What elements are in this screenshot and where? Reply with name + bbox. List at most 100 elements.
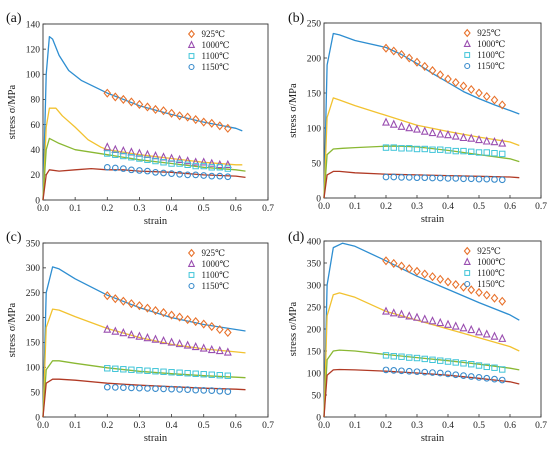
data-point-triangle: [420, 314, 429, 323]
data-point-circle: [176, 386, 183, 393]
marker-series-triangle: [103, 324, 232, 356]
legend-label: 925℃: [477, 246, 501, 256]
legend-marker-diamond: [187, 248, 196, 258]
data-point-circle: [498, 176, 506, 184]
data-point-diamond: [175, 111, 184, 121]
data-point-diamond: [135, 99, 144, 110]
legend-marker-triangle: [187, 259, 196, 267]
data-point-diamond: [444, 74, 452, 84]
data-point-circle: [483, 175, 491, 183]
data-point-circle: [144, 385, 151, 392]
legend-label: 1150℃: [477, 279, 505, 289]
data-point-square: [475, 149, 483, 156]
data-point-circle: [160, 169, 167, 177]
legend-marker-circle: [188, 63, 195, 71]
data-point-square: [398, 353, 405, 360]
x-tick-label: 0.7: [262, 204, 274, 214]
x-tick-label: 0.3: [133, 204, 145, 214]
data-point-diamond: [459, 282, 468, 292]
series-line-2: [42, 107, 243, 201]
data-point-circle: [152, 168, 159, 176]
data-point-triangle: [223, 159, 232, 169]
x-axis-label: strain: [144, 216, 168, 227]
data-point-triangle: [413, 124, 421, 133]
legend-marker-square: [188, 272, 195, 278]
data-point-circle: [200, 172, 208, 179]
panel-label: (c): [6, 230, 22, 245]
data-point-diamond: [482, 91, 491, 102]
data-point-square: [460, 147, 467, 155]
data-point-diamond: [405, 53, 414, 63]
data-point-square: [160, 368, 167, 375]
data-point-diamond: [451, 77, 460, 88]
data-point-triangle: [436, 129, 445, 138]
data-point-diamond: [159, 106, 168, 116]
y-tick-label: 350: [307, 259, 322, 269]
plot-frame: [323, 240, 542, 418]
marker-series-diamond: [103, 88, 232, 133]
data-point-triangle: [127, 330, 136, 339]
legend-label: 925℃: [477, 28, 501, 38]
legend-label: 1100℃: [477, 50, 505, 60]
chart-panel-c: 0.0 0.1 0.2 0.3 0.4 0.5 0.6 0.7 0 50 100 150 200 250 3…: [6, 230, 274, 444]
data-point-square: [413, 354, 421, 362]
data-point-diamond: [143, 303, 152, 313]
data-point-triangle: [397, 309, 406, 318]
data-point-square: [200, 371, 207, 378]
data-point-triangle: [490, 137, 499, 146]
y-tick-label: 0: [316, 413, 321, 423]
data-point-diamond: [397, 49, 406, 60]
data-point-circle: [111, 384, 119, 391]
data-point-triangle: [475, 327, 483, 336]
data-point-square: [112, 365, 119, 372]
legend-marker-circle: [188, 282, 195, 290]
data-point-circle: [491, 176, 498, 183]
marker-series-circle: [382, 173, 506, 184]
data-point-circle: [429, 369, 436, 376]
data-point-triangle: [389, 308, 398, 317]
x-tick-label: 0.4: [442, 421, 454, 431]
data-point-diamond: [215, 324, 224, 335]
y-tick-label: 400: [307, 237, 322, 247]
x-tick-label: 0.1: [69, 421, 81, 431]
data-point-circle: [208, 172, 216, 180]
data-point-diamond: [498, 296, 507, 306]
data-point-square: [128, 366, 135, 373]
series-line-1: [323, 32, 520, 199]
data-point-circle: [152, 385, 159, 393]
data-point-diamond: [224, 123, 232, 133]
x-tick-label: 0.4: [442, 202, 454, 212]
data-point-square: [136, 155, 143, 162]
data-point-triangle: [428, 127, 437, 137]
data-point-circle: [405, 367, 413, 375]
data-point-circle: [192, 171, 200, 179]
data-point-triangle: [413, 312, 421, 321]
data-point-diamond: [475, 88, 483, 98]
y-tick-label: 80: [31, 96, 41, 106]
marker-series-square: [104, 150, 232, 172]
y-tick-label: 250: [307, 303, 322, 313]
y-tick-label: 100: [26, 364, 41, 374]
data-point-diamond: [382, 43, 390, 53]
data-point-triangle: [467, 324, 476, 334]
data-point-square: [184, 161, 191, 169]
legend-marker-square: [464, 52, 471, 58]
data-point-square: [176, 160, 183, 167]
data-point-circle: [421, 174, 429, 182]
y-tick-label: 140: [26, 20, 41, 30]
x-tick-label: 0.4: [166, 421, 178, 431]
data-point-square: [192, 370, 199, 377]
data-point-circle: [390, 367, 398, 374]
data-point-square: [128, 154, 135, 161]
data-point-square: [112, 151, 119, 158]
data-point-triangle: [444, 319, 452, 328]
data-point-circle: [120, 384, 127, 392]
y-tick-label: 100: [26, 71, 41, 81]
series-line-2: [323, 97, 520, 199]
series-line-3: [42, 137, 246, 201]
data-point-square: [398, 145, 405, 152]
y-tick-label: 100: [307, 124, 322, 134]
data-point-square: [152, 157, 159, 165]
data-point-circle: [413, 174, 421, 182]
